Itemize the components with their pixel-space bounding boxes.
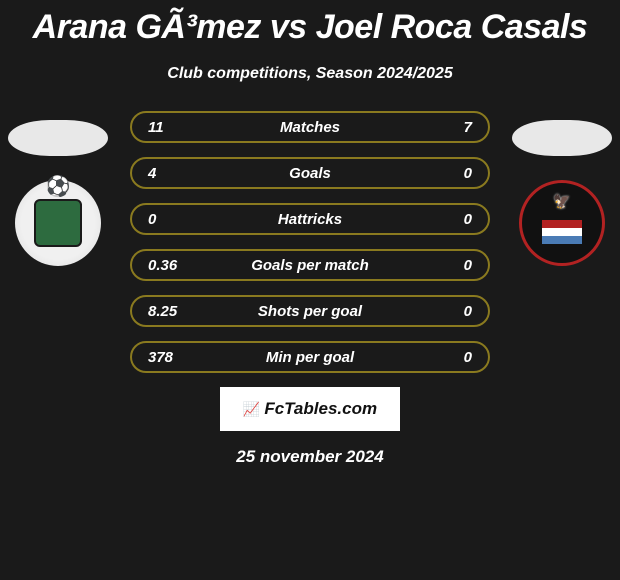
- stat-row: 8.25 Shots per goal 0: [130, 295, 490, 327]
- brand-text: FcTables.com: [264, 399, 377, 419]
- chart-icon: 📈: [243, 401, 260, 418]
- stat-left-value: 11: [148, 119, 188, 136]
- stat-right-value: 0: [432, 257, 472, 274]
- stat-label: Shots per goal: [258, 303, 362, 320]
- page-title: Arana GÃ³mez vs Joel Roca Casals: [0, 0, 620, 47]
- stat-label: Goals: [289, 165, 331, 182]
- date-line: 25 november 2024: [0, 447, 620, 467]
- page-subtitle: Club competitions, Season 2024/2025: [0, 65, 620, 83]
- brand-badge: 📈 FcTables.com: [220, 387, 400, 431]
- stat-label: Min per goal: [266, 349, 354, 366]
- stat-left-value: 378: [148, 349, 188, 366]
- stat-left-value: 0: [148, 211, 188, 228]
- stat-label: Hattricks: [278, 211, 342, 228]
- stat-right-value: 0: [432, 303, 472, 320]
- stat-left-value: 4: [148, 165, 188, 182]
- stat-label: Goals per match: [251, 257, 369, 274]
- stat-row: 11 Matches 7: [130, 111, 490, 143]
- stat-right-value: 0: [432, 211, 472, 228]
- stat-left-value: 0.36: [148, 257, 188, 274]
- stat-row: 378 Min per goal 0: [130, 341, 490, 373]
- stat-row: 0 Hattricks 0: [130, 203, 490, 235]
- stat-right-value: 0: [432, 165, 472, 182]
- stat-label: Matches: [280, 119, 340, 136]
- stat-right-value: 0: [432, 349, 472, 366]
- stat-row: 0.36 Goals per match 0: [130, 249, 490, 281]
- stats-table: 11 Matches 7 4 Goals 0 0 Hattricks 0 0.3…: [0, 111, 620, 373]
- stat-row: 4 Goals 0: [130, 157, 490, 189]
- stat-left-value: 8.25: [148, 303, 188, 320]
- stat-right-value: 7: [432, 119, 472, 136]
